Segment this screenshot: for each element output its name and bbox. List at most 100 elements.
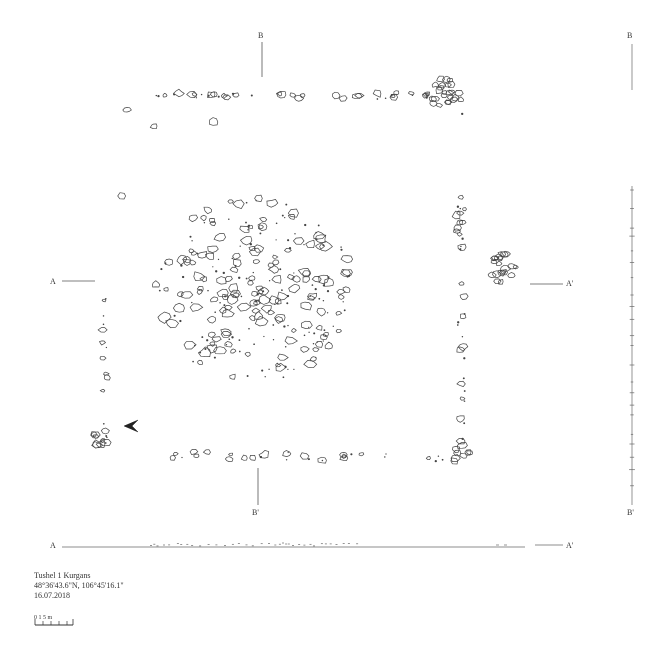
stone <box>507 272 516 278</box>
stone <box>493 253 504 261</box>
stone-fragment <box>279 268 282 271</box>
stone-fragment <box>284 346 287 348</box>
stone-fragment <box>249 243 252 246</box>
stone-fragment <box>212 266 214 268</box>
stone <box>173 451 179 457</box>
stone <box>189 259 197 266</box>
stone <box>193 453 200 458</box>
stone-fragment <box>461 112 464 116</box>
stone <box>457 194 464 200</box>
stone <box>456 442 468 449</box>
stone-fragment <box>275 239 277 241</box>
stone <box>248 315 256 321</box>
stone-fragment <box>321 459 324 462</box>
stone-fragment <box>441 458 444 461</box>
stone-fragment <box>281 214 284 217</box>
profile-a-bottom <box>62 542 563 548</box>
stone <box>311 276 322 283</box>
stone <box>209 117 219 126</box>
stone <box>496 255 504 260</box>
stone <box>453 224 462 232</box>
site-title: Tushel 1 Kurgans <box>34 571 91 580</box>
stone <box>507 263 518 270</box>
stone <box>291 275 301 283</box>
stone-fragment <box>106 436 108 439</box>
stone-fragment <box>261 369 264 372</box>
stone <box>229 266 239 273</box>
stone <box>207 245 219 253</box>
stone <box>247 225 253 229</box>
stone <box>197 346 211 357</box>
stone-fragment <box>411 94 414 96</box>
stone-fragment <box>255 300 257 303</box>
stone <box>100 427 110 435</box>
stone-fragment <box>463 390 466 392</box>
stone <box>232 252 241 260</box>
stone <box>437 85 445 91</box>
stone <box>254 194 263 202</box>
stone <box>188 214 199 223</box>
stone-fragment <box>326 312 329 314</box>
stone <box>458 96 464 102</box>
stone <box>457 243 467 251</box>
stone-fragment <box>207 289 209 292</box>
stone <box>500 251 509 258</box>
profile-label-right-bottom: B' <box>627 508 634 517</box>
stone <box>492 270 502 279</box>
stone-fragment <box>281 289 283 291</box>
stone <box>318 274 329 284</box>
stone <box>221 293 230 300</box>
stone-fragment <box>287 368 289 371</box>
stone <box>320 334 328 340</box>
stone <box>220 331 233 338</box>
stone-fragment <box>160 268 163 271</box>
stone <box>90 431 101 439</box>
stone-fragment <box>272 324 275 326</box>
stone-fragment <box>164 262 167 265</box>
stone-fragment <box>376 98 379 100</box>
stone <box>260 304 272 314</box>
stone <box>464 449 472 456</box>
stone <box>224 275 233 283</box>
stone <box>189 448 199 456</box>
stone <box>117 192 126 200</box>
stone <box>254 315 269 327</box>
stone <box>275 362 288 372</box>
site-coordinates: 48°36'43.6"N, 106°45'16.1" <box>34 581 124 590</box>
stone <box>302 270 312 277</box>
stone <box>342 286 351 293</box>
stone <box>303 360 318 369</box>
stone <box>305 239 315 249</box>
stone <box>451 96 459 102</box>
stone-fragment <box>434 459 437 463</box>
stone <box>274 313 286 323</box>
stone-fragment <box>245 277 248 280</box>
stone <box>267 309 276 316</box>
stone-fragment <box>247 229 249 231</box>
stone <box>301 320 313 329</box>
stone-fragment <box>240 295 243 298</box>
stone <box>487 271 497 278</box>
stone <box>211 336 222 343</box>
stone <box>299 452 310 460</box>
stone-fragment <box>288 246 292 250</box>
stone <box>230 348 237 354</box>
stone <box>288 283 301 294</box>
stone <box>249 454 256 461</box>
section-label-a-left: A <box>50 277 56 286</box>
stone-fragment <box>304 223 307 227</box>
stone <box>272 254 279 259</box>
stone-fragment <box>323 329 326 332</box>
stone-fragment <box>217 95 220 98</box>
stone <box>309 356 317 362</box>
stone-fragment <box>252 271 254 274</box>
section-label-b-top: B <box>258 31 264 40</box>
stone-fragment <box>318 297 321 300</box>
stone <box>267 262 275 268</box>
stone-fragment <box>191 240 193 242</box>
section-label-b-bottom: B' <box>252 508 259 517</box>
stone <box>460 313 467 320</box>
stone <box>162 92 168 98</box>
stone <box>316 307 326 317</box>
stone <box>165 318 179 329</box>
